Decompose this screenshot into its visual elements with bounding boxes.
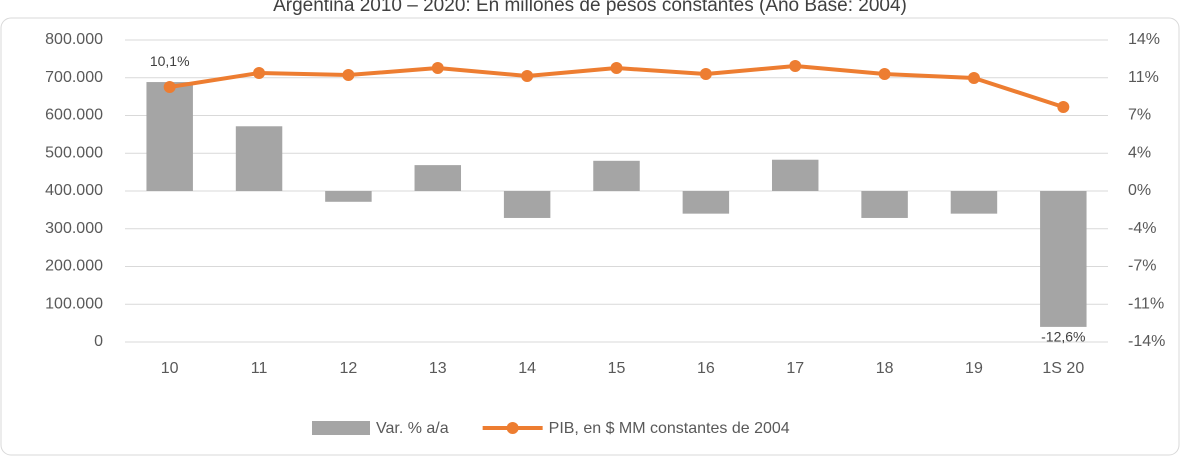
data-label: -12,6% xyxy=(1041,329,1085,345)
x-tick-label: 14 xyxy=(518,360,536,377)
legend-swatch xyxy=(506,422,519,434)
bar xyxy=(771,159,819,191)
y-tick-label: 200.000 xyxy=(45,258,103,275)
line-marker xyxy=(878,68,891,81)
x-tick-label: 15 xyxy=(608,360,626,377)
x-tick-label: 16 xyxy=(697,360,715,377)
y-tick-label: 700.000 xyxy=(45,69,103,86)
line-marker xyxy=(789,60,802,73)
legend-swatch xyxy=(312,421,370,435)
y2-tick-label: 14% xyxy=(1128,31,1160,48)
y-tick-label: 100.000 xyxy=(45,295,103,312)
bar xyxy=(503,191,551,218)
y-tick-label: 400.000 xyxy=(45,182,103,199)
chart-title: Argentina 2010 – 2020: En millones de pe… xyxy=(273,0,907,16)
x-tick-label: 11 xyxy=(251,360,268,377)
line-marker xyxy=(431,62,444,75)
bar xyxy=(682,191,730,214)
y2-tick-label: 7% xyxy=(1128,107,1151,124)
y2-tick-label: 4% xyxy=(1128,144,1151,161)
bar xyxy=(325,191,372,202)
x-tick-label: 18 xyxy=(876,360,894,377)
bar xyxy=(950,191,998,214)
bar xyxy=(146,82,193,191)
line-marker xyxy=(967,72,980,85)
y2-tick-label: 0% xyxy=(1128,182,1151,199)
x-tick-label: 17 xyxy=(786,360,804,377)
line-marker xyxy=(521,70,534,83)
y2-tick-label: -7% xyxy=(1128,258,1156,275)
y-tick-label: 500.000 xyxy=(45,144,103,161)
y2-tick-label: -14% xyxy=(1128,333,1165,350)
data-label: 10,1% xyxy=(150,53,190,69)
y2-tick-label: 11% xyxy=(1128,69,1159,86)
y-tick-label: 300.000 xyxy=(45,220,103,237)
y2-tick-label: -11% xyxy=(1128,295,1164,312)
legend-label: PIB, en $ MM constantes de 2004 xyxy=(549,420,790,437)
x-tick-label: 19 xyxy=(965,360,983,377)
y-tick-label: 0 xyxy=(94,333,103,350)
x-tick-label: 13 xyxy=(429,360,447,377)
bar xyxy=(235,126,283,191)
y-tick-label: 800.000 xyxy=(45,31,103,48)
y2-tick-label: -4% xyxy=(1128,220,1156,237)
line-marker xyxy=(1057,101,1070,114)
y-tick-label: 600.000 xyxy=(45,107,103,124)
line-marker xyxy=(342,68,355,81)
legend-label: Var. % a/a xyxy=(376,420,449,437)
bar xyxy=(861,191,908,218)
line-marker xyxy=(253,66,266,79)
line-marker xyxy=(610,62,623,75)
line-marker xyxy=(163,80,176,93)
bar xyxy=(593,160,640,191)
bar xyxy=(1040,191,1087,327)
chart-frame xyxy=(0,17,1180,456)
x-tick-label: 10 xyxy=(161,360,179,377)
x-tick-label: 12 xyxy=(340,360,358,377)
bar xyxy=(414,165,462,191)
x-tick-label: 1S 20 xyxy=(1042,360,1084,377)
line-marker xyxy=(699,68,712,81)
